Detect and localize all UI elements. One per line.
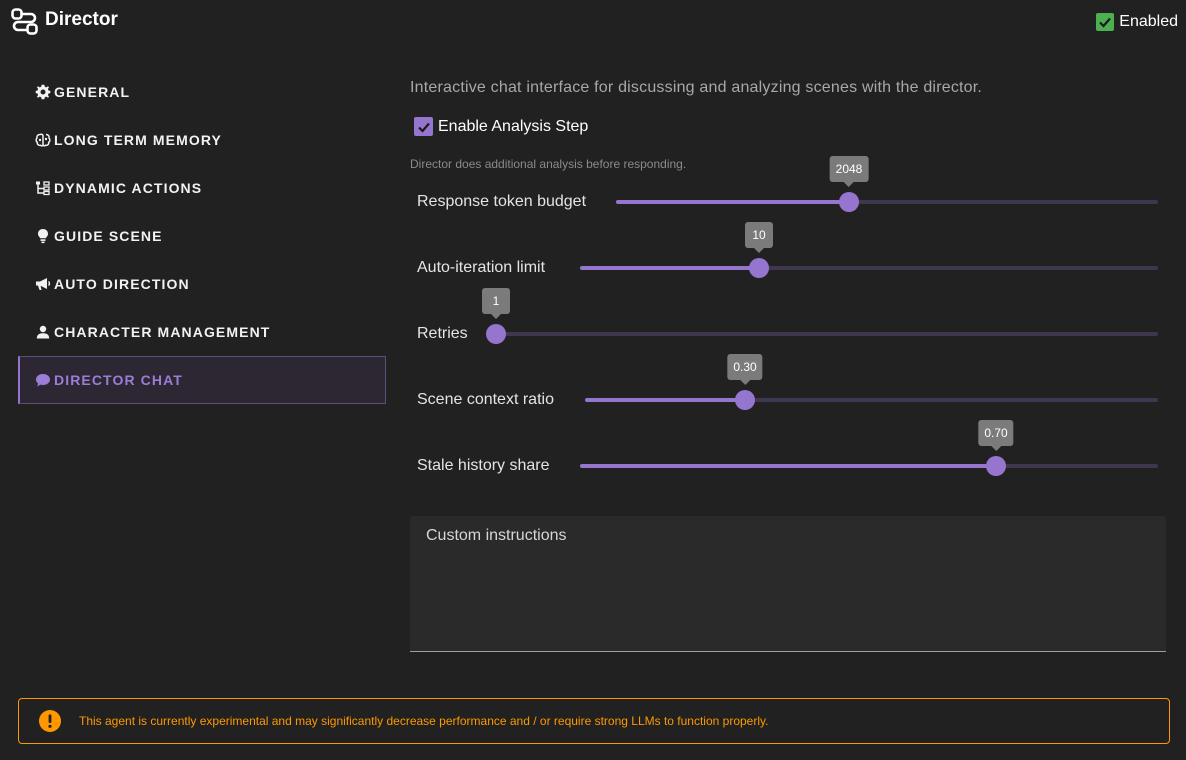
slider-scene-context-ratio[interactable]: 0.30 — [585, 354, 1158, 410]
slider-value-label: 0.70 — [978, 420, 1014, 451]
sidebar-nav: GENERAL LONG TERM MEMORY — [18, 68, 386, 404]
slider-fill — [585, 398, 745, 402]
slider-retries[interactable]: 1 — [482, 288, 1158, 344]
sidebar-item-label: LONG TERM MEMORY — [54, 132, 222, 148]
slider-value-label: 1 — [482, 288, 510, 319]
slider-thumb[interactable] — [735, 390, 755, 410]
enabled-checkbox[interactable] — [1096, 13, 1115, 31]
slider-auto-iteration-limit[interactable]: 10 — [580, 222, 1158, 278]
alert-message: This agent is currently experimental and… — [79, 714, 769, 728]
sidebar-item-auto-direction[interactable]: AUTO DIRECTION — [18, 260, 386, 308]
sidebar-item-label: GUIDE SCENE — [54, 228, 163, 244]
gear-icon — [35, 84, 51, 100]
slider-label-stale-history-share: Stale history share — [417, 457, 550, 474]
sidebar-item-label: DIRECTOR CHAT — [54, 372, 183, 388]
analysis-step-label: Enable Analysis Step — [438, 117, 589, 135]
slider-fill — [616, 200, 849, 204]
slider-label-retries: Retries — [417, 325, 468, 342]
slider-response-token-budget[interactable]: 2048 — [616, 156, 1158, 212]
slider-thumb[interactable] — [986, 456, 1006, 476]
route-icon — [11, 8, 38, 35]
custom-instructions-label: Custom instructions — [426, 527, 567, 544]
person-icon — [35, 324, 51, 340]
sidebar-item-general[interactable]: GENERAL — [18, 68, 386, 116]
sidebar-item-label: CHARACTER MANAGEMENT — [54, 324, 271, 340]
sidebar-item-guide-scene[interactable]: GUIDE SCENE — [18, 212, 386, 260]
megaphone-icon — [35, 276, 51, 292]
header: Director Enabled — [0, 0, 1186, 44]
slider-value-label: 10 — [745, 222, 773, 253]
slider-fill — [580, 464, 996, 468]
tree-icon — [35, 180, 51, 196]
checkmark-icon — [417, 122, 430, 133]
slider-stale-history-share[interactable]: 0.70 — [580, 420, 1158, 476]
sidebar-item-long-term-memory[interactable]: LONG TERM MEMORY — [18, 116, 386, 164]
slider-label-auto-iteration-limit: Auto-iteration limit — [417, 259, 546, 276]
slider-value-label: 2048 — [829, 156, 869, 187]
exclamation-icon — [39, 710, 61, 732]
slider-thumb[interactable] — [749, 258, 769, 278]
analysis-step-hint: Director does additional analysis before… — [410, 157, 687, 171]
checkmark-icon — [1099, 17, 1112, 28]
sidebar-item-character-management[interactable]: CHARACTER MANAGEMENT — [18, 308, 386, 356]
analysis-step-toggle[interactable]: Enable Analysis Step — [414, 117, 588, 136]
experimental-warning-alert: This agent is currently experimental and… — [18, 698, 1170, 744]
slider-thumb[interactable] — [486, 324, 506, 344]
sidebar-item-label: DYNAMIC ACTIONS — [54, 180, 203, 196]
sidebar-item-dynamic-actions[interactable]: DYNAMIC ACTIONS — [18, 164, 386, 212]
enabled-toggle[interactable]: Enabled — [1096, 13, 1178, 31]
slider-thumb[interactable] — [839, 192, 859, 212]
custom-instructions-textarea[interactable]: Custom instructions — [410, 516, 1166, 652]
analysis-step-checkbox[interactable] — [414, 117, 433, 136]
slider-label-response-token-budget: Response token budget — [417, 193, 587, 210]
app-title: Director — [45, 9, 118, 30]
slider-label-scene-context-ratio: Scene context ratio — [417, 391, 554, 408]
sidebar-item-label: AUTO DIRECTION — [54, 276, 190, 292]
chat-icon — [35, 372, 51, 388]
slider-fill — [580, 266, 759, 270]
intro-text: Interactive chat interface for discussin… — [410, 79, 983, 96]
enabled-label: Enabled — [1119, 13, 1178, 30]
sidebar-item-director-chat[interactable]: DIRECTOR CHAT — [18, 356, 386, 404]
brain-icon — [35, 132, 51, 148]
sidebar-item-label: GENERAL — [54, 84, 131, 100]
lightbulb-icon — [35, 228, 51, 244]
slider-value-label: 0.30 — [727, 354, 763, 385]
